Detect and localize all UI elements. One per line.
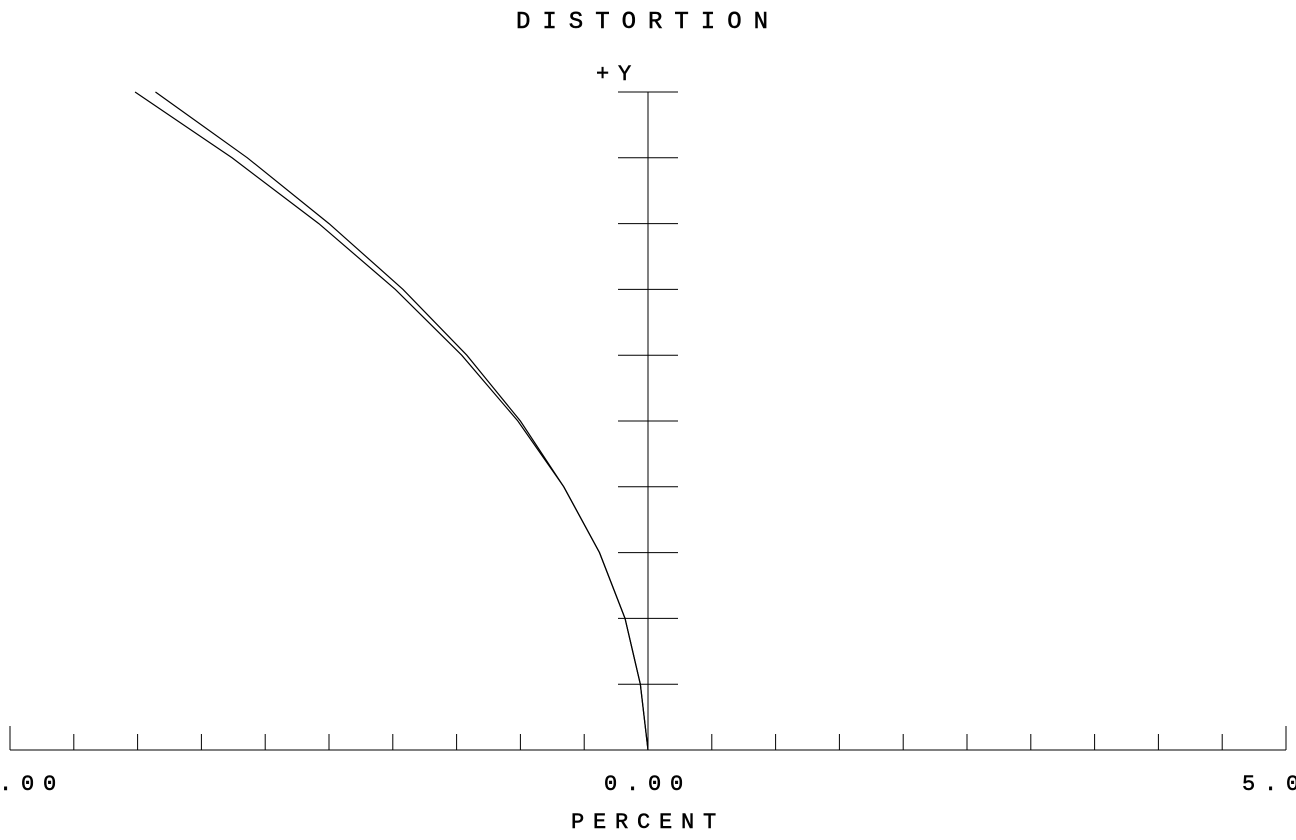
distortion-curve-a: [135, 92, 648, 750]
x-tick-label: 0.00: [604, 772, 692, 797]
distortion-curve-b: [155, 92, 648, 750]
y-axis-label: +Y: [596, 62, 640, 87]
chart-title: DISTORTION: [516, 9, 780, 36]
x-axis-title: PERCENT: [571, 810, 725, 835]
x-tick-label: 5.00: [1242, 772, 1296, 797]
distortion-chart: DISTORTION +Y -5.00 0.00 5.00 PERCENT: [0, 0, 1296, 840]
x-tick-label: -5.00: [0, 772, 65, 797]
